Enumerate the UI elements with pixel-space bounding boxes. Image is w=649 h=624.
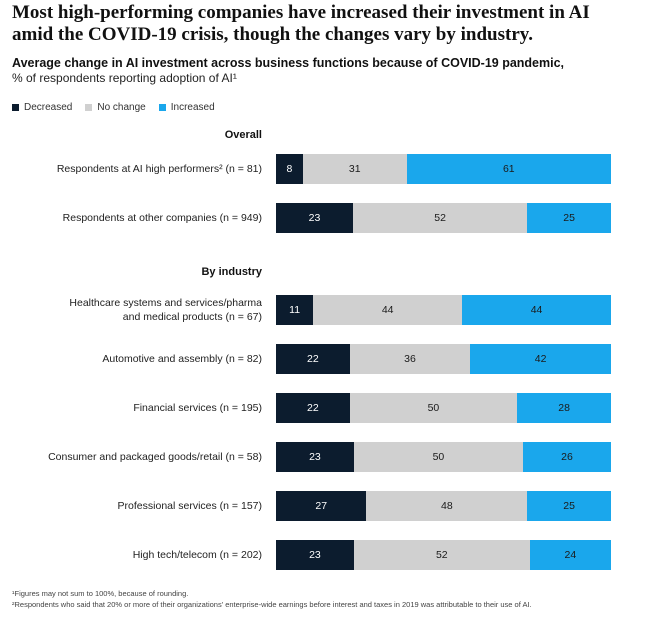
legend-label-decreased: Decreased <box>24 101 73 113</box>
row-label-line: Automotive and assembly (n = 82) <box>102 353 262 365</box>
bar-row: 23 50 26 <box>276 442 611 472</box>
chart-subtitle: Average change in AI investment across b… <box>12 56 565 70</box>
bar-segment-decreased: 23 <box>276 442 354 472</box>
bar-segment-no-change: 50 <box>349 393 518 423</box>
bar-segment-increased: 44 <box>462 295 611 325</box>
bar-segment-increased: 28 <box>517 393 611 423</box>
bar-row: 11 44 44 <box>276 295 611 325</box>
row-label: Financial services (n = 195) <box>0 401 262 415</box>
bar-segment-increased: 42 <box>470 344 611 374</box>
data-label: 25 <box>563 500 575 512</box>
row-label: Respondents at AI high performers² (n = … <box>0 162 262 176</box>
legend-swatch-no-change <box>85 103 93 111</box>
section-heading-by-industry: By industry <box>201 266 262 278</box>
row-label-line: Consumer and packaged goods/retail (n = … <box>48 451 262 463</box>
section-heading-overall: Overall <box>224 129 262 141</box>
data-label: 23 <box>309 549 321 561</box>
row-label-line: Financial services (n = 195) <box>133 402 262 414</box>
bar-row: 23 52 24 <box>276 540 611 570</box>
bar-segment-decreased: 11 <box>276 295 314 325</box>
row-label: Healthcare systems and services/pharma an… <box>0 296 262 324</box>
row-label-line: Healthcare systems and services/pharma <box>69 297 262 309</box>
legend-label-increased: Increased <box>170 101 215 113</box>
data-label: 24 <box>564 549 577 561</box>
bar-segment-decreased: 27 <box>276 491 367 521</box>
legend-swatch-increased <box>158 103 166 111</box>
data-label: 31 <box>348 163 361 175</box>
bar-segment-decreased: 23 <box>276 203 354 233</box>
bar-row: 22 50 28 <box>276 393 611 423</box>
bar-segment-increased: 25 <box>527 203 611 233</box>
footnotes: ¹Figures may not sum to 100%, because of… <box>12 588 642 610</box>
bar-segment-no-change: 44 <box>313 295 463 325</box>
bar-segment-no-change: 50 <box>353 442 524 472</box>
legend-swatch-decreased <box>12 103 19 111</box>
data-label: 25 <box>563 212 575 224</box>
bar-row: 22 36 42 <box>276 344 611 374</box>
bar-row: 23 52 25 <box>276 203 611 233</box>
bar-segment-decreased: 23 <box>276 540 354 570</box>
row-label: Respondents at other companies (n = 949) <box>0 211 262 225</box>
footnote-2: ²Respondents who said that 20% or more o… <box>12 600 532 609</box>
bar-segment-no-change: 52 <box>353 203 528 233</box>
bar-segment-increased: 25 <box>527 491 611 521</box>
bar-segment-increased: 24 <box>529 540 611 570</box>
legend-item-decreased: Decreased <box>12 102 72 113</box>
data-label: 26 <box>561 451 573 463</box>
bar-segment-increased: 26 <box>523 442 611 472</box>
data-label: 22 <box>307 402 319 414</box>
bar-segment-no-change: 48 <box>366 491 528 521</box>
legend-label-no-change: No change <box>97 101 146 113</box>
data-label: 36 <box>404 353 416 365</box>
data-label: 27 <box>315 500 328 512</box>
chart-subtitle-units: % of respondents reporting adoption of A… <box>12 71 237 85</box>
data-label: 8 <box>286 163 293 175</box>
data-label: 50 <box>432 451 445 463</box>
data-label: 52 <box>434 212 446 224</box>
bar-segment-decreased: 8 <box>276 154 303 184</box>
bar-segment-no-change: 52 <box>353 540 530 570</box>
legend: Decreased No change Increased <box>12 100 228 114</box>
chart-title: Most high-performing companies have incr… <box>12 2 590 45</box>
data-label: 23 <box>308 212 321 224</box>
row-label-line: Respondents at AI high performers² (n = … <box>56 163 262 175</box>
data-label: 44 <box>381 304 394 316</box>
row-label-line: Professional services (n = 157) <box>117 500 262 512</box>
row-label-line: High tech/telecom (n = 202) <box>132 549 262 561</box>
data-label: 11 <box>289 304 301 316</box>
data-label: 50 <box>427 402 440 414</box>
data-label: 23 <box>309 451 321 463</box>
row-label: High tech/telecom (n = 202) <box>0 548 262 562</box>
legend-item-increased: Increased <box>158 101 215 113</box>
data-label: 28 <box>558 402 570 414</box>
row-label-line: and medical products (n = 67) <box>122 311 262 323</box>
bar-segment-increased: 61 <box>406 154 611 184</box>
bar-segment-decreased: 22 <box>276 344 350 374</box>
row-label: Automotive and assembly (n = 82) <box>0 352 262 366</box>
data-label: 61 <box>502 163 515 175</box>
bar-segment-no-change: 31 <box>302 154 407 184</box>
bar-row: 8 31 61 <box>276 154 611 184</box>
row-label: Professional services (n = 157) <box>0 499 262 513</box>
footnote-1: ¹Figures may not sum to 100%, because of… <box>12 589 189 598</box>
row-label-line: Respondents at other companies (n = 949) <box>62 212 262 224</box>
legend-item-no-change: No change <box>85 101 146 113</box>
data-label: 42 <box>534 353 547 365</box>
bar-row: 27 48 25 <box>276 491 611 521</box>
row-label: Consumer and packaged goods/retail (n = … <box>0 450 262 464</box>
data-label: 52 <box>435 549 448 561</box>
bar-segment-decreased: 22 <box>276 393 350 423</box>
data-label: 22 <box>307 353 319 365</box>
data-label: 48 <box>440 500 453 512</box>
data-label: 44 <box>530 304 543 316</box>
bar-segment-no-change: 36 <box>349 344 471 374</box>
